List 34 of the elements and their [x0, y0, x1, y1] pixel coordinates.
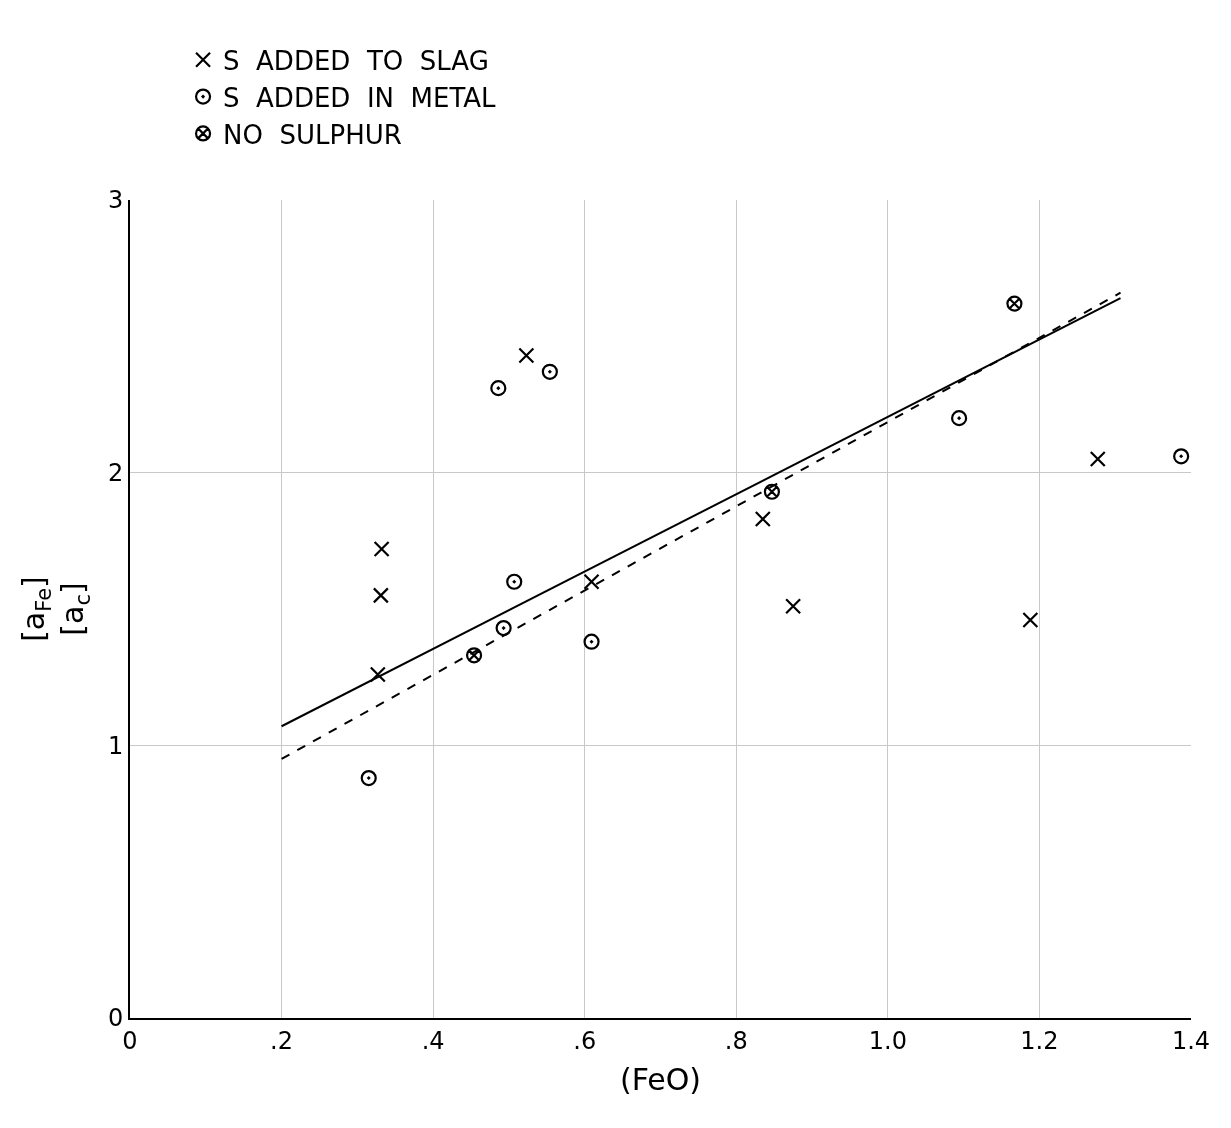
point — [1089, 450, 1106, 468]
x-tick-label: .4 — [421, 1026, 445, 1055]
y-tick-label: 3 — [107, 186, 124, 215]
point — [360, 769, 377, 787]
point — [506, 573, 523, 590]
x-tick-label: 1.0 — [868, 1026, 907, 1055]
point — [541, 363, 558, 380]
legend-label: S ADDED TO SLAG — [223, 45, 489, 76]
x-tick-label: .8 — [724, 1026, 748, 1055]
point — [373, 540, 390, 558]
point — [951, 410, 968, 427]
point — [583, 573, 600, 590]
point — [1022, 611, 1039, 629]
point — [1006, 295, 1023, 312]
point — [518, 347, 535, 364]
point — [490, 380, 507, 397]
point — [1173, 448, 1190, 465]
x-tick-label: .2 — [270, 1026, 294, 1055]
y-tick-label: 2 — [107, 459, 124, 488]
point — [372, 587, 389, 604]
x-tick-label: 1.4 — [1171, 1026, 1211, 1055]
point — [754, 510, 771, 528]
point — [763, 483, 781, 500]
point — [495, 619, 512, 637]
legend-label: S ADDED IN METAL — [223, 82, 497, 113]
x-tick-label: .6 — [573, 1026, 597, 1055]
y-tick-label: 0 — [107, 1004, 124, 1033]
legend-label: NO SULPHUR — [223, 119, 402, 150]
y-tick-label: 1 — [107, 731, 124, 760]
x-axis-title: (FeO) — [619, 1061, 702, 1097]
point — [466, 647, 483, 664]
x-tick-label: 1.2 — [1020, 1026, 1059, 1055]
point — [785, 598, 802, 615]
point — [583, 633, 600, 650]
